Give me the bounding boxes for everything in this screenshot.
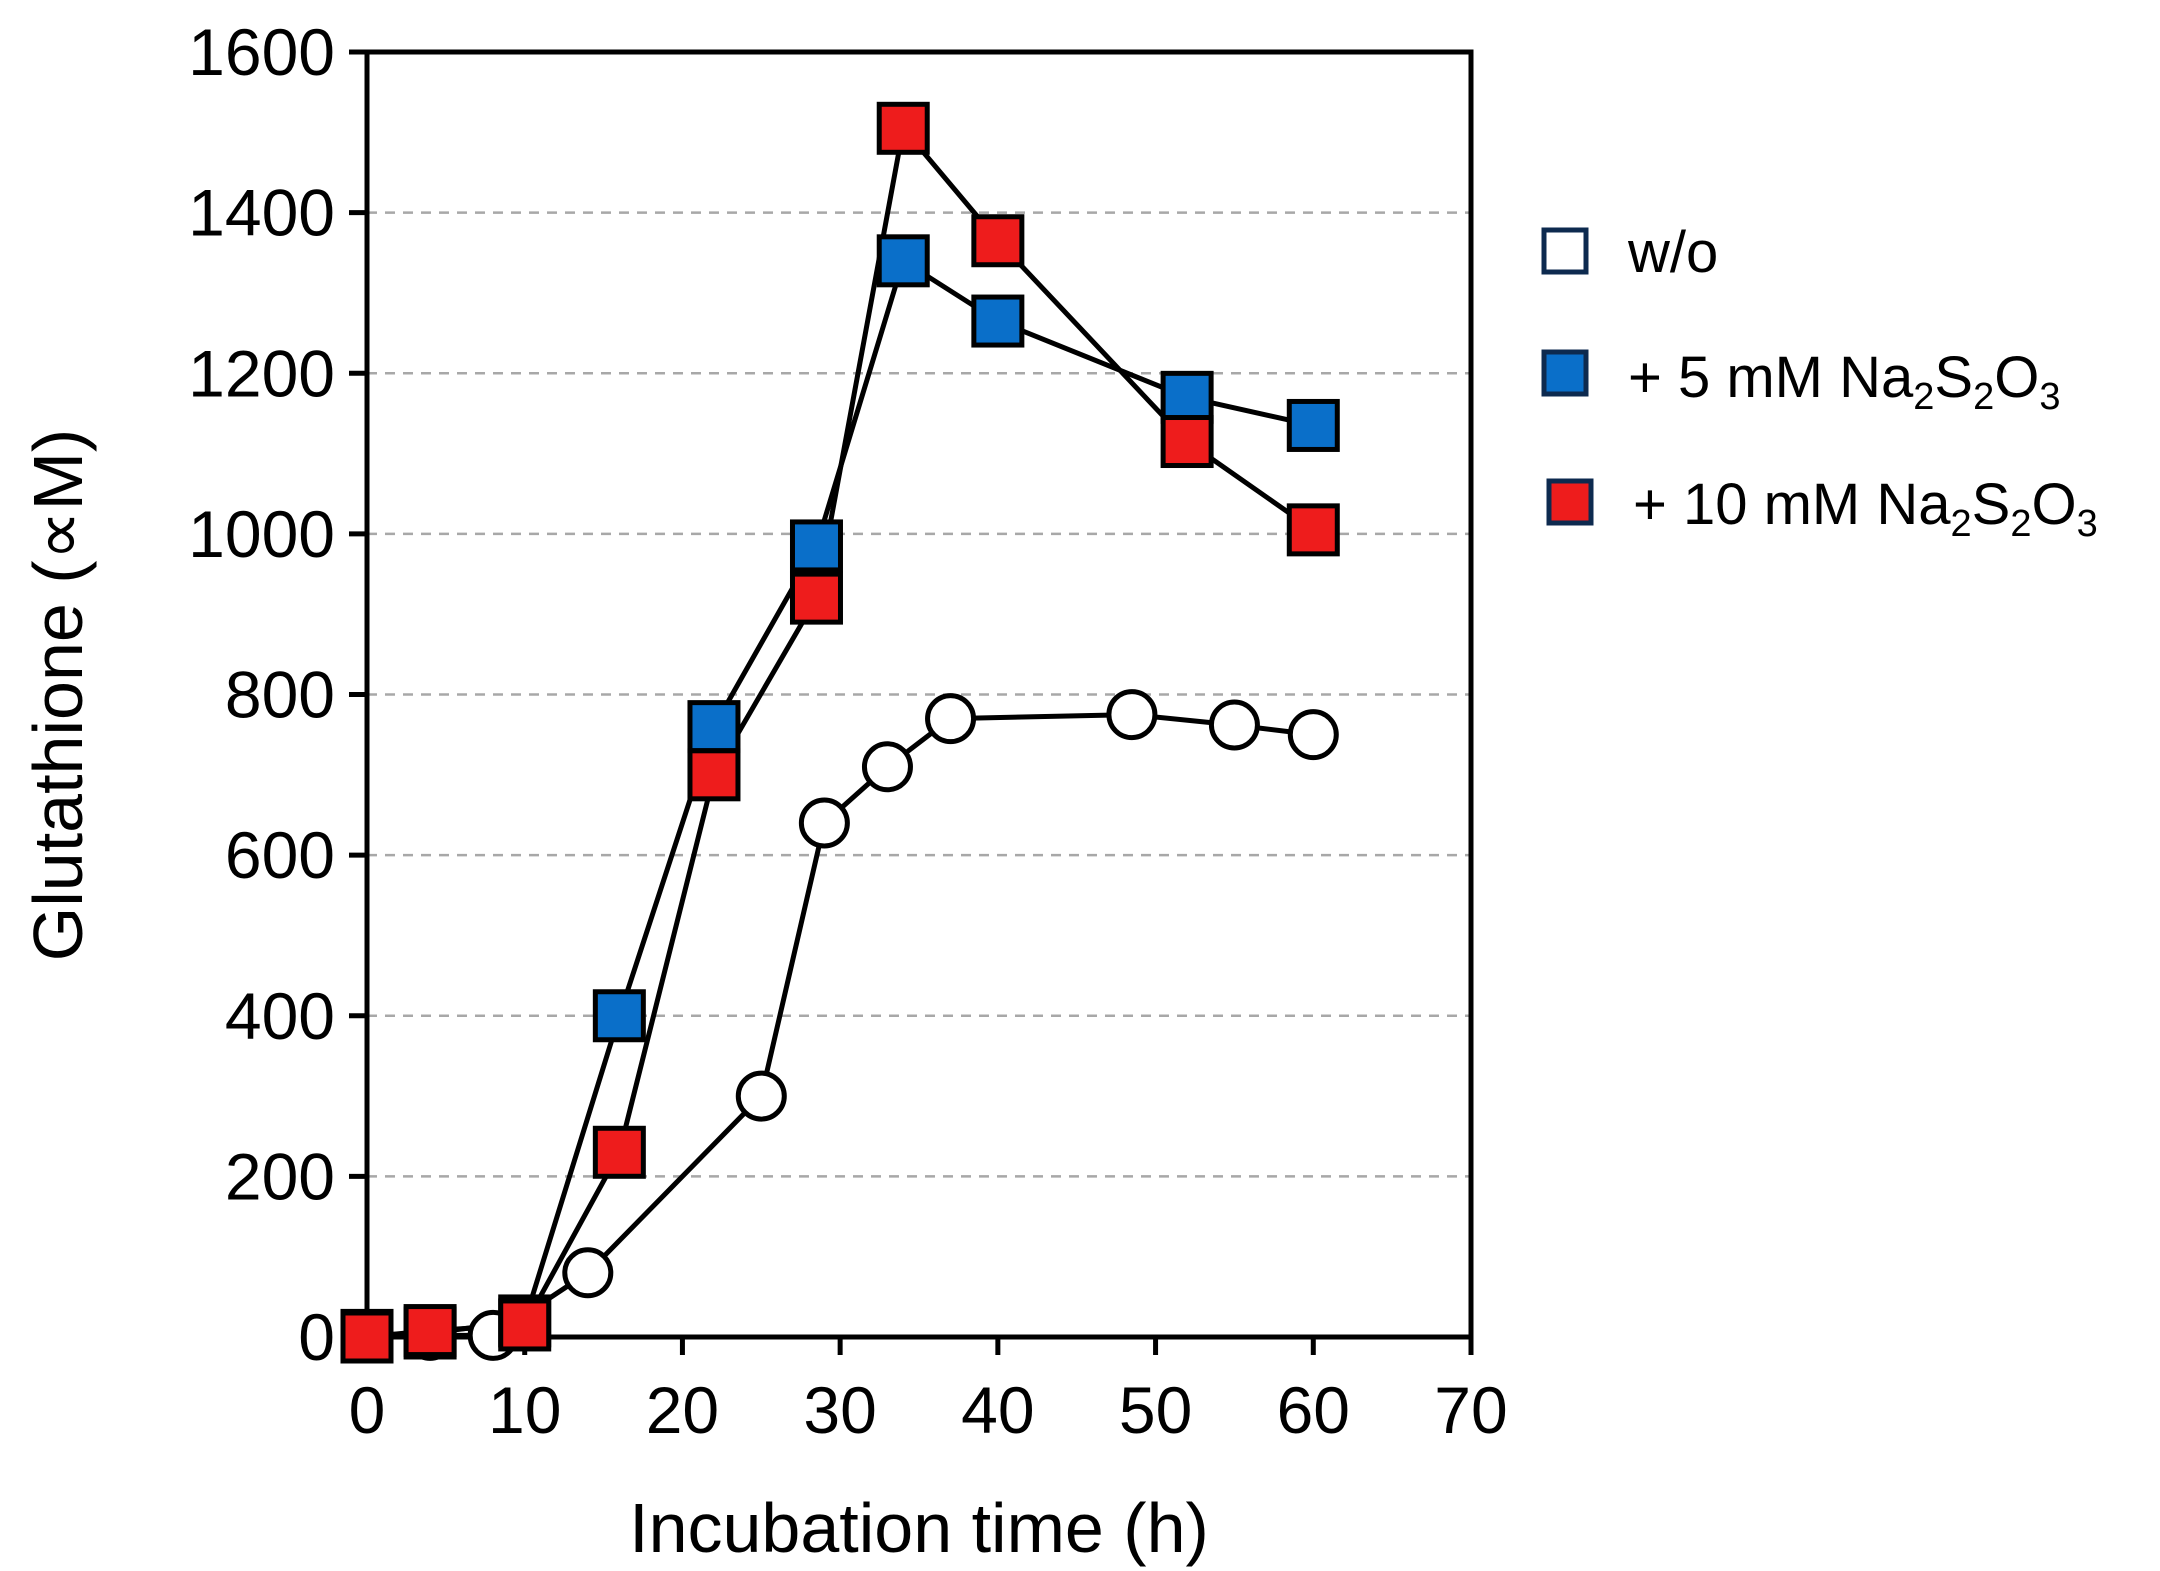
- data-point-wo: [1287, 709, 1339, 761]
- data-point-5mm: [876, 234, 930, 288]
- y-tick-label: 0: [298, 1300, 335, 1374]
- data-point-wo: [562, 1247, 614, 1299]
- data-point-10mm: [1286, 503, 1340, 557]
- data-point-10mm: [876, 101, 930, 155]
- legend-label-wo: w/o: [1627, 220, 1718, 285]
- data-point-5mm: [789, 519, 843, 573]
- legend-swatch-10mm: [1546, 478, 1594, 526]
- legend-label-5mm: + 5 mM Na2S2O3: [1628, 345, 2060, 418]
- legend: w/o + 5 mM Na2S2O3 + 10 mM Na2S2O3: [1541, 220, 2098, 545]
- y-tick-label: 1200: [188, 336, 335, 410]
- legend-item-5mm: + 5 mM Na2S2O3: [1541, 345, 2060, 418]
- series-lines: [366, 125, 1315, 1340]
- data-point-5mm: [687, 700, 741, 754]
- x-tick-label: 10: [488, 1373, 561, 1447]
- y-tick-label: 600: [225, 818, 335, 892]
- series-markers: [340, 101, 1340, 1364]
- data-point-wo: [735, 1070, 787, 1122]
- data-point-10mm: [971, 214, 1025, 268]
- x-tick-label: 0: [349, 1373, 386, 1447]
- x-tick-label: 70: [1434, 1373, 1507, 1447]
- data-point-10mm: [403, 1304, 457, 1358]
- data-point-wo: [925, 693, 977, 745]
- y-tick-label: 400: [225, 979, 335, 1053]
- y-tick-label: 1000: [188, 497, 335, 571]
- y-tick-label: 800: [225, 658, 335, 732]
- y-tick-label: 1400: [188, 176, 335, 250]
- data-point-10mm: [1160, 415, 1214, 469]
- legend-swatch-5mm: [1541, 349, 1589, 397]
- data-point-wo: [798, 797, 850, 849]
- legend-swatch-wo: [1541, 227, 1589, 275]
- series-line-10mm: [366, 125, 1315, 1340]
- legend-item-10mm: + 10 mM Na2S2O3: [1546, 472, 2098, 545]
- data-point-10mm: [789, 571, 843, 625]
- data-point-wo: [861, 741, 913, 793]
- y-axis-title: Glutathione (∝M): [19, 429, 97, 961]
- y-tick-label: 200: [225, 1139, 335, 1213]
- grid-lines: [367, 211, 1471, 1178]
- data-point-5mm: [971, 294, 1025, 348]
- data-point-5mm: [1286, 398, 1340, 452]
- x-tick-label: 60: [1277, 1373, 1350, 1447]
- x-axis-title: Incubation time (h): [629, 1489, 1209, 1567]
- legend-label-10mm: + 10 mM Na2S2O3: [1633, 472, 2098, 545]
- data-point-wo: [1208, 699, 1260, 751]
- data-point-10mm: [687, 748, 741, 802]
- data-point-5mm: [1160, 370, 1214, 424]
- data-point-10mm: [340, 1310, 394, 1364]
- legend-item-wo: w/o: [1541, 220, 1718, 285]
- y-tick-label: 1600: [188, 15, 335, 89]
- data-point-10mm: [498, 1298, 552, 1352]
- data-point-wo: [1106, 689, 1158, 741]
- x-tick-label: 40: [961, 1373, 1034, 1447]
- axis-ticks: 0 200 400 600 800 1000 1200 1400 1600 0 10 20 30 40 50…: [188, 15, 1508, 1447]
- data-point-5mm: [592, 989, 646, 1043]
- x-tick-label: 50: [1119, 1373, 1192, 1447]
- x-tick-label: 30: [803, 1373, 876, 1447]
- data-point-10mm: [592, 1125, 646, 1179]
- x-tick-label: 20: [646, 1373, 719, 1447]
